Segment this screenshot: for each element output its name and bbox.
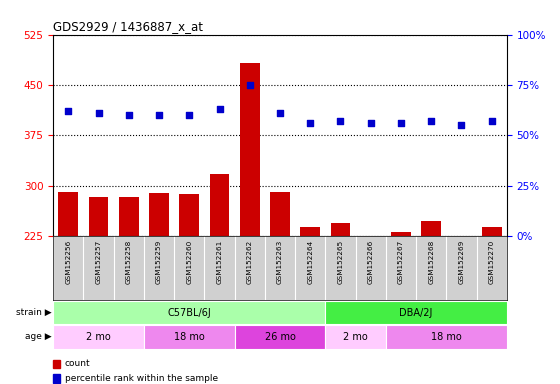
Text: GSM152259: GSM152259: [156, 239, 162, 283]
Point: [487, 118, 496, 124]
Bar: [88, 197, 109, 236]
Text: GSM152265: GSM152265: [338, 239, 343, 283]
Bar: [53, 301, 325, 324]
Text: 2 mo: 2 mo: [86, 332, 111, 342]
Text: 18 mo: 18 mo: [174, 332, 204, 342]
Text: C57BL/6J: C57BL/6J: [167, 308, 211, 318]
Text: 2 mo: 2 mo: [343, 332, 368, 342]
Text: GSM152257: GSM152257: [96, 239, 101, 283]
Point: [427, 118, 436, 124]
Text: GSM152260: GSM152260: [186, 239, 192, 283]
Point: [366, 120, 375, 126]
Bar: [235, 325, 325, 349]
Point: [396, 120, 405, 126]
Bar: [270, 192, 290, 236]
Point: [155, 112, 164, 118]
Text: strain ▶: strain ▶: [16, 308, 52, 317]
Bar: [119, 197, 139, 236]
Text: percentile rank within the sample: percentile rank within the sample: [65, 374, 218, 383]
Bar: [361, 236, 381, 241]
Bar: [149, 193, 169, 236]
Text: GSM152264: GSM152264: [307, 239, 313, 283]
Text: 26 mo: 26 mo: [264, 332, 296, 342]
Text: GSM152269: GSM152269: [459, 239, 464, 283]
Bar: [179, 194, 199, 236]
Text: GDS2929 / 1436887_x_at: GDS2929 / 1436887_x_at: [53, 20, 203, 33]
Bar: [421, 221, 441, 236]
Text: GSM152261: GSM152261: [217, 239, 222, 283]
Text: GSM152256: GSM152256: [66, 239, 71, 283]
Bar: [386, 325, 507, 349]
Point: [215, 106, 224, 112]
Text: age ▶: age ▶: [25, 332, 52, 341]
Bar: [391, 232, 411, 236]
Point: [276, 110, 284, 116]
Point: [94, 110, 103, 116]
Bar: [451, 236, 472, 240]
Point: [185, 112, 194, 118]
Text: GSM152268: GSM152268: [428, 239, 434, 283]
Text: GSM152267: GSM152267: [398, 239, 404, 283]
Bar: [209, 174, 230, 236]
Point: [457, 122, 466, 128]
Point: [306, 120, 315, 126]
Bar: [482, 227, 502, 236]
Bar: [325, 301, 507, 324]
Point: [336, 118, 345, 124]
Text: GSM152263: GSM152263: [277, 239, 283, 283]
Bar: [53, 325, 144, 349]
Bar: [325, 325, 386, 349]
Text: DBA/2J: DBA/2J: [399, 308, 433, 318]
Text: GSM152266: GSM152266: [368, 239, 374, 283]
Bar: [240, 63, 260, 236]
Point: [64, 108, 73, 114]
Bar: [300, 227, 320, 236]
Bar: [144, 325, 235, 349]
Point: [124, 112, 133, 118]
Text: GSM152262: GSM152262: [247, 239, 253, 283]
Point: [245, 82, 254, 88]
Text: count: count: [65, 359, 91, 368]
Bar: [58, 192, 78, 236]
Text: GSM152270: GSM152270: [489, 239, 494, 283]
Bar: [330, 223, 351, 236]
Text: 18 mo: 18 mo: [431, 332, 461, 342]
Text: GSM152258: GSM152258: [126, 239, 132, 283]
